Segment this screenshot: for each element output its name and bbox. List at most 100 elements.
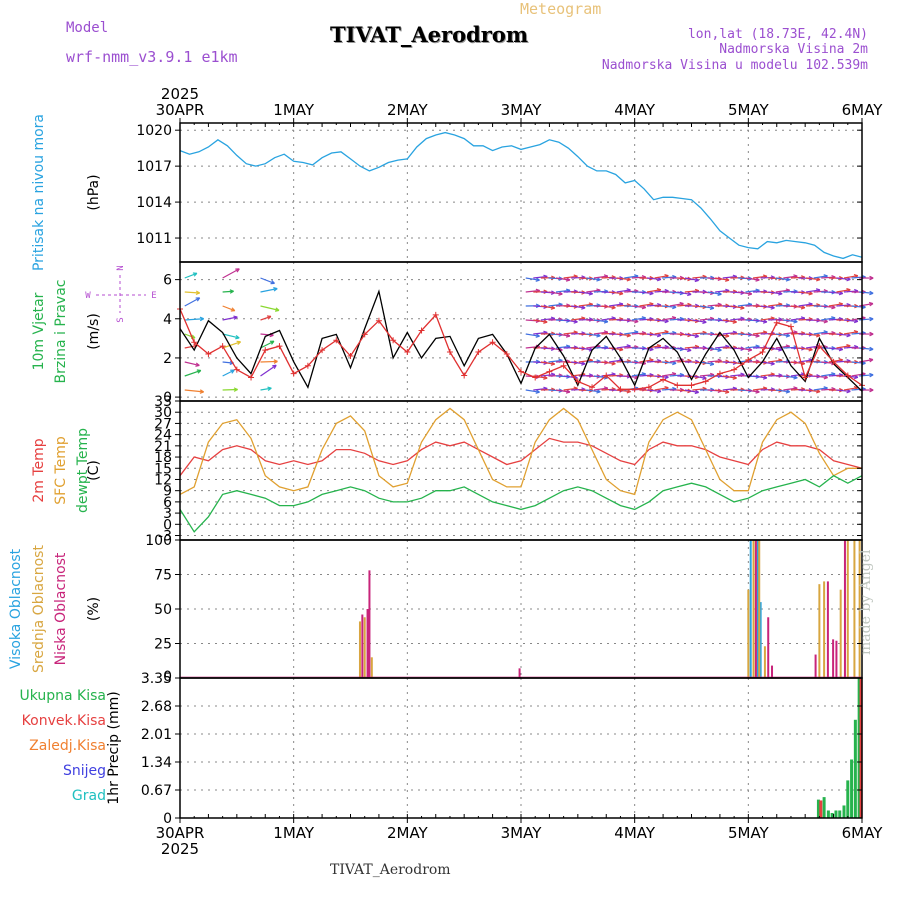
wind-arrow-head [508,379,512,380]
gust-marker [319,347,326,354]
wind-arrow [639,291,654,295]
wind-arrow [298,342,307,348]
wind-arrow-head [528,351,532,352]
wind-arrow-head [687,347,692,351]
wind-arrow-head [444,304,447,306]
wind-arrow [435,348,453,350]
wind-arrow-head [398,310,402,311]
wind-arrow-head [489,305,492,307]
wind-arrow [283,306,300,312]
y-tick-label: 4 [163,312,172,328]
wind-arrow-head [195,362,200,366]
wind-arrow-head [740,316,745,320]
wind-arrow-head [515,333,519,335]
wind-arrow [684,346,699,349]
wind-arrow-head [307,295,310,298]
wind-arrow-head [420,292,423,295]
wind-arrow [260,305,280,311]
panel-frames [175,118,863,823]
wind-arrow-head [535,288,540,292]
wind-arrow [511,390,527,393]
wind-arrow-head [239,276,242,278]
wind-arrow-head [391,388,394,390]
wind-arrow-head [702,386,707,390]
wind-arrow [662,361,677,364]
wind-arrow [730,373,745,377]
wind-arrow [404,362,422,363]
wind-arrow-head [301,322,305,323]
wind-arrow-head [524,324,526,327]
wind-arrow [518,348,531,351]
wind-arrow-head [227,350,230,353]
time-tick-label-bottom: 5MAY [728,824,770,842]
wind-arrow-head [649,331,654,335]
wind-arrow [828,303,843,307]
wind-arrow [238,376,257,381]
wind-arrow [699,361,714,365]
wind-arrow [593,275,608,279]
wind-arrow [646,360,661,363]
series-line [179,474,863,533]
wind-arrow [722,387,737,391]
wind-arrow-head [300,389,304,391]
wind-arrow [601,305,616,309]
wind-arrow-head [428,350,431,353]
wind-arrow-head [657,358,662,362]
wind-arrow-head [770,387,775,391]
wind-arrow-head [511,306,514,308]
wind-arrow-head [513,315,516,318]
wind-arrow-head [702,330,707,334]
wind-arrow [420,359,434,362]
wind-arrow-head [732,319,737,323]
gust-marker [546,368,553,375]
wind-arrow [314,330,329,334]
wind-arrow [775,389,790,393]
wind-arrow [283,291,300,292]
axis-labels: 30APR 30APR 1MAY 1MAY 2MAY 2MAY 3MAY 3MAY 4MAY 4M… [136,85,883,858]
wind-arrow-head [785,344,790,347]
wind-arrow-head [382,270,385,273]
wind-arrow [314,281,330,292]
wind-arrow-head [332,379,335,382]
time-tick-label-bottom: 6MAY [842,824,884,842]
wind-arrow [404,317,415,320]
wind-arrow-head [436,331,440,333]
wind-arrow-head [361,348,365,350]
wind-arrow [790,305,805,309]
wind-arrow [465,316,482,320]
wind-arrow [222,333,240,339]
wind-arrow-head [535,277,540,281]
gust-marker [518,368,524,375]
wind-arrow [684,290,699,293]
series-line [179,437,863,477]
wind-arrow-head [466,304,470,306]
wind-arrow [821,388,836,391]
wind-arrow-head [489,322,493,323]
wind-arrow-head [422,394,426,395]
wind-arrow [389,325,404,334]
wind-arrow [783,290,798,293]
wind-arrow [821,373,836,377]
wind-arrow [639,303,654,307]
wind-arrow-head [489,396,493,397]
legend-label: Grad [72,788,106,804]
wind-arrow [230,390,247,396]
wind-arrow-head [325,330,328,333]
wind-arrow [511,324,527,334]
wind-arrow-head [543,274,548,278]
wind-arrow [851,276,866,279]
wind-arrow-head [497,290,501,292]
wind-arrow [707,303,722,307]
wind-arrow-head [495,273,498,276]
wind-arrow [790,317,805,321]
wind-arrow [260,387,272,391]
wind-arrow-head [372,279,375,281]
wind-arrow-head [266,381,268,384]
wind-arrow [768,318,783,321]
wind-arrow [222,268,240,279]
wind-arrow [374,356,388,362]
wind-arrow-head [338,274,342,275]
wind-arrow-head [831,289,836,293]
wind-arrow-head [201,384,203,387]
wind-arrow [268,362,287,369]
